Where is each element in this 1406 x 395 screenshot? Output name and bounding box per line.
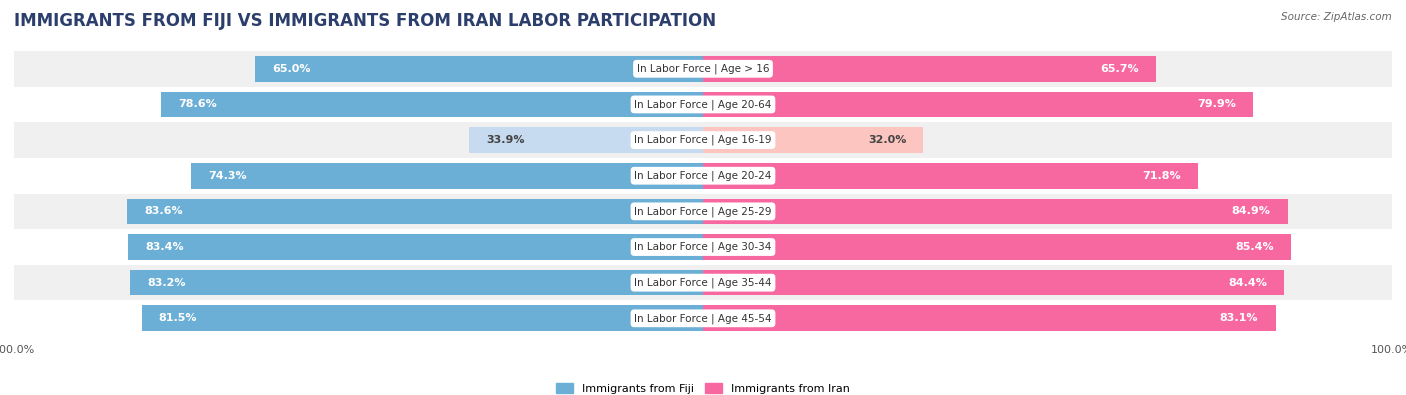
Text: 78.6%: 78.6% [179, 100, 218, 109]
Bar [14, 194, 1392, 229]
Bar [703, 56, 1156, 82]
Text: In Labor Force | Age 20-64: In Labor Force | Age 20-64 [634, 99, 772, 110]
Bar [191, 163, 703, 188]
Text: 84.4%: 84.4% [1229, 278, 1267, 288]
Bar [703, 234, 1291, 260]
Bar [703, 270, 1285, 295]
Text: In Labor Force | Age 45-54: In Labor Force | Age 45-54 [634, 313, 772, 324]
Bar [703, 92, 1254, 117]
Text: 85.4%: 85.4% [1236, 242, 1274, 252]
Bar [254, 56, 703, 82]
Bar [14, 87, 1392, 122]
Bar [14, 158, 1392, 194]
Bar [703, 199, 1288, 224]
Text: IMMIGRANTS FROM FIJI VS IMMIGRANTS FROM IRAN LABOR PARTICIPATION: IMMIGRANTS FROM FIJI VS IMMIGRANTS FROM … [14, 12, 716, 30]
Text: In Labor Force | Age > 16: In Labor Force | Age > 16 [637, 64, 769, 74]
Bar [14, 122, 1392, 158]
Bar [470, 127, 703, 153]
Bar [129, 270, 703, 295]
Text: 84.9%: 84.9% [1232, 206, 1271, 216]
Legend: Immigrants from Fiji, Immigrants from Iran: Immigrants from Fiji, Immigrants from Ir… [553, 379, 853, 395]
Text: 33.9%: 33.9% [486, 135, 526, 145]
Bar [703, 163, 1198, 188]
Text: In Labor Force | Age 35-44: In Labor Force | Age 35-44 [634, 277, 772, 288]
Text: In Labor Force | Age 16-19: In Labor Force | Age 16-19 [634, 135, 772, 145]
Text: 83.6%: 83.6% [145, 206, 183, 216]
Text: 79.9%: 79.9% [1198, 100, 1236, 109]
Bar [14, 265, 1392, 301]
Text: 65.0%: 65.0% [273, 64, 311, 74]
Text: 83.2%: 83.2% [148, 278, 186, 288]
Bar [14, 51, 1392, 87]
Text: In Labor Force | Age 25-29: In Labor Force | Age 25-29 [634, 206, 772, 216]
Text: 32.0%: 32.0% [868, 135, 907, 145]
Text: In Labor Force | Age 20-24: In Labor Force | Age 20-24 [634, 171, 772, 181]
Text: 83.1%: 83.1% [1220, 313, 1258, 324]
Bar [703, 305, 1275, 331]
Text: 81.5%: 81.5% [159, 313, 197, 324]
Text: In Labor Force | Age 30-34: In Labor Force | Age 30-34 [634, 242, 772, 252]
Bar [14, 301, 1392, 336]
Text: 65.7%: 65.7% [1099, 64, 1139, 74]
Bar [703, 127, 924, 153]
Text: 71.8%: 71.8% [1142, 171, 1181, 181]
Text: 74.3%: 74.3% [208, 171, 247, 181]
Bar [14, 229, 1392, 265]
Bar [127, 199, 703, 224]
Text: Source: ZipAtlas.com: Source: ZipAtlas.com [1281, 12, 1392, 22]
Bar [142, 305, 703, 331]
Bar [162, 92, 703, 117]
Text: 83.4%: 83.4% [146, 242, 184, 252]
Bar [128, 234, 703, 260]
